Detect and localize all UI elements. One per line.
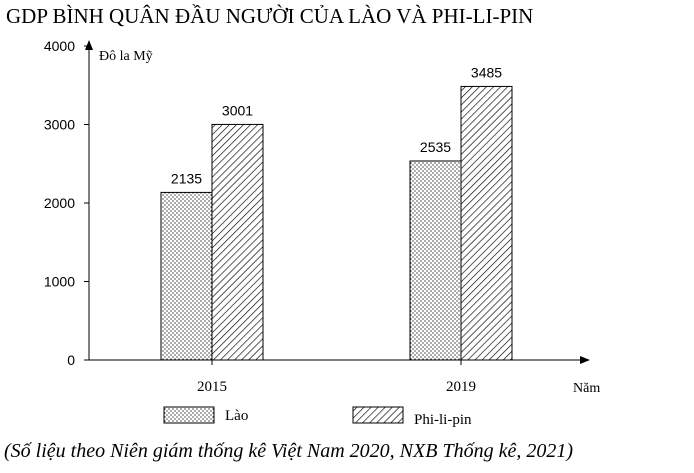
legend-label-lao: Lào bbox=[225, 408, 248, 424]
x-axis-categories: 2015 2019 bbox=[197, 360, 476, 395]
y-axis-ticks: 0 1000 2000 3000 4000 bbox=[44, 38, 89, 368]
data-label-lao-2019: 2535 bbox=[420, 139, 451, 155]
x-axis-arrow bbox=[580, 356, 590, 364]
bar-lao-2019 bbox=[409, 160, 462, 361]
y-tick-label: 4000 bbox=[44, 38, 75, 54]
y-axis-label: Đô la Mỹ bbox=[99, 49, 153, 64]
y-axis-arrow bbox=[85, 40, 93, 50]
legend: Lào Phi-li-pin bbox=[163, 406, 472, 428]
chart-title: GDP BÌNH QUÂN ĐẦU NGƯỜI CỦA LÀO VÀ PHI-L… bbox=[6, 4, 534, 28]
legend-swatch-philippines bbox=[352, 406, 404, 424]
data-label-philippines-2015: 3001 bbox=[222, 102, 253, 118]
bar-philippines-2015 bbox=[211, 123, 264, 361]
bar-philippines-2019 bbox=[460, 85, 513, 361]
x-category-label: 2015 bbox=[197, 379, 227, 395]
bar-lao-2015 bbox=[160, 191, 213, 361]
y-tick-label: 2000 bbox=[44, 195, 75, 211]
legend-swatch-lao bbox=[163, 406, 215, 424]
legend-label-philippines: Phi-li-pin bbox=[414, 412, 472, 428]
data-label-lao-2015: 2135 bbox=[171, 170, 202, 186]
y-tick-label: 1000 bbox=[44, 274, 75, 290]
y-tick-label: 3000 bbox=[44, 117, 75, 133]
data-labels: 2135 3001 2535 3485 bbox=[171, 64, 502, 186]
x-axis-label: Năm bbox=[573, 381, 600, 396]
data-label-philippines-2019: 3485 bbox=[471, 64, 502, 80]
x-category-label: 2019 bbox=[446, 379, 476, 395]
y-tick-label: 0 bbox=[67, 352, 75, 368]
bars bbox=[160, 85, 513, 361]
source-note: (Số liệu theo Niên giám thống kê Việt Na… bbox=[4, 440, 573, 462]
